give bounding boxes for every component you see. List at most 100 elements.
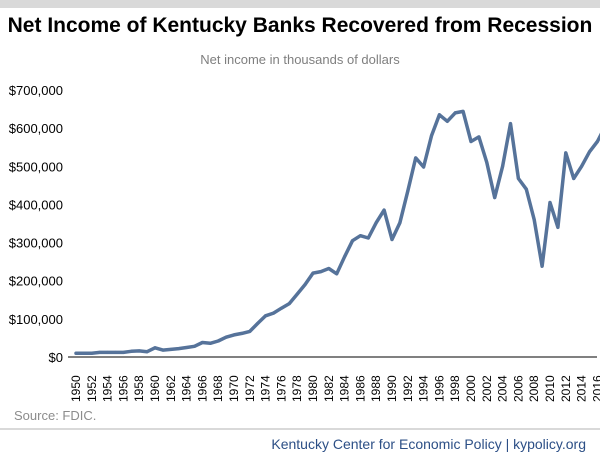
y-tick-label: $100,000 bbox=[9, 312, 63, 327]
data-point bbox=[445, 119, 449, 123]
y-tick-label: $400,000 bbox=[9, 197, 63, 212]
x-tick-label: 1974 bbox=[259, 375, 273, 402]
data-point bbox=[422, 165, 426, 169]
data-point bbox=[524, 187, 528, 191]
data-point bbox=[311, 271, 315, 275]
y-tick-label: $500,000 bbox=[9, 159, 63, 174]
data-point bbox=[374, 221, 378, 225]
x-tick-label: 1958 bbox=[132, 375, 146, 402]
x-tick-label: 1952 bbox=[85, 375, 99, 402]
x-tick-label: 1990 bbox=[385, 375, 399, 402]
data-point bbox=[501, 164, 505, 168]
x-tick-label: 1994 bbox=[417, 375, 431, 402]
data-point bbox=[327, 267, 331, 270]
x-tick-label: 1984 bbox=[338, 375, 352, 402]
data-point bbox=[169, 347, 173, 351]
y-tick-label: $700,000 bbox=[9, 83, 63, 98]
data-point bbox=[390, 238, 394, 241]
data-point bbox=[477, 135, 481, 139]
data-point bbox=[406, 189, 410, 193]
data-point bbox=[177, 347, 181, 351]
footer-credit: Kentucky Center for Economic Policy | ky… bbox=[271, 436, 586, 452]
x-tick-label: 2014 bbox=[575, 375, 589, 402]
x-tick-label: 2006 bbox=[511, 375, 525, 402]
x-tick-label: 1988 bbox=[369, 375, 383, 402]
y-tick-label: $600,000 bbox=[9, 121, 63, 136]
x-tick-label: 1976 bbox=[274, 375, 288, 402]
data-point bbox=[272, 311, 275, 315]
y-tick-label: $200,000 bbox=[9, 274, 63, 289]
footer-divider bbox=[0, 428, 600, 430]
x-tick-label: 1960 bbox=[148, 375, 162, 402]
x-tick-label: 1950 bbox=[69, 375, 83, 402]
data-point bbox=[137, 349, 141, 353]
data-point bbox=[161, 348, 165, 352]
data-point bbox=[106, 350, 110, 354]
data-point bbox=[264, 314, 268, 318]
chart-title: Net Income of Kentucky Banks Recovered f… bbox=[7, 14, 593, 37]
x-tick-label: 2000 bbox=[464, 375, 478, 402]
data-point bbox=[485, 161, 489, 164]
data-point bbox=[90, 351, 94, 355]
data-point bbox=[319, 270, 323, 274]
data-point bbox=[287, 302, 291, 306]
data-point bbox=[556, 225, 560, 229]
data-point bbox=[493, 196, 497, 200]
data-point bbox=[200, 341, 204, 344]
x-tick-label: 1986 bbox=[353, 375, 367, 402]
data-point bbox=[248, 329, 252, 333]
data-point bbox=[516, 177, 520, 180]
data-point bbox=[564, 151, 568, 155]
x-tick-label: 2016 bbox=[590, 375, 600, 402]
x-tick-label: 1954 bbox=[101, 375, 115, 402]
y-axis-ticks: $0 $100,000 $200,000 $300,000 $400,000 $500,0… bbox=[9, 83, 63, 365]
data-point bbox=[153, 346, 157, 350]
data-point bbox=[437, 113, 441, 117]
data-point bbox=[279, 306, 283, 310]
x-tick-label: 1972 bbox=[243, 375, 257, 402]
x-tick-label: 1970 bbox=[227, 375, 241, 402]
data-point bbox=[366, 236, 370, 240]
data-point bbox=[74, 351, 78, 355]
data-point bbox=[588, 150, 591, 154]
x-tick-label: 1992 bbox=[401, 375, 415, 402]
data-point bbox=[453, 111, 457, 115]
data-point bbox=[98, 350, 102, 354]
data-point bbox=[343, 255, 347, 259]
data-point bbox=[572, 177, 576, 180]
data-point bbox=[256, 321, 260, 325]
x-tick-label: 1998 bbox=[448, 375, 462, 402]
x-axis-ticks: 1950 1952 1954 1956 1958 1960 1962 1964 1966 1968… bbox=[69, 375, 600, 402]
data-point bbox=[430, 134, 433, 138]
x-tick-label: 2008 bbox=[527, 375, 541, 402]
chart-subtitle: Net income in thousands of dollars bbox=[200, 52, 400, 67]
y-tick-label: $0 bbox=[49, 350, 63, 365]
data-point bbox=[398, 221, 402, 225]
data-point bbox=[193, 344, 196, 348]
x-tick-label: 1968 bbox=[211, 375, 225, 402]
x-tick-label: 1978 bbox=[290, 375, 304, 402]
data-point bbox=[351, 239, 354, 243]
data-point bbox=[509, 122, 512, 126]
data-point bbox=[82, 351, 86, 355]
x-tick-label: 2012 bbox=[559, 375, 573, 402]
x-tick-label: 1964 bbox=[180, 375, 194, 402]
data-point bbox=[240, 331, 244, 335]
y-tick-label: $300,000 bbox=[9, 236, 63, 251]
x-tick-label: 2010 bbox=[543, 375, 557, 402]
data-point bbox=[224, 335, 228, 339]
data-point bbox=[185, 346, 189, 349]
series-line bbox=[74, 109, 600, 355]
data-point bbox=[232, 333, 236, 337]
data-point bbox=[335, 272, 339, 276]
data-point bbox=[532, 218, 536, 222]
x-tick-label: 1996 bbox=[432, 375, 446, 402]
data-point bbox=[382, 208, 386, 212]
x-tick-label: 1956 bbox=[116, 375, 130, 402]
top-bar bbox=[0, 0, 600, 8]
data-point bbox=[295, 292, 299, 296]
data-point bbox=[461, 109, 465, 113]
source-note: Source: FDIC. bbox=[14, 408, 97, 423]
data-point bbox=[303, 283, 307, 286]
